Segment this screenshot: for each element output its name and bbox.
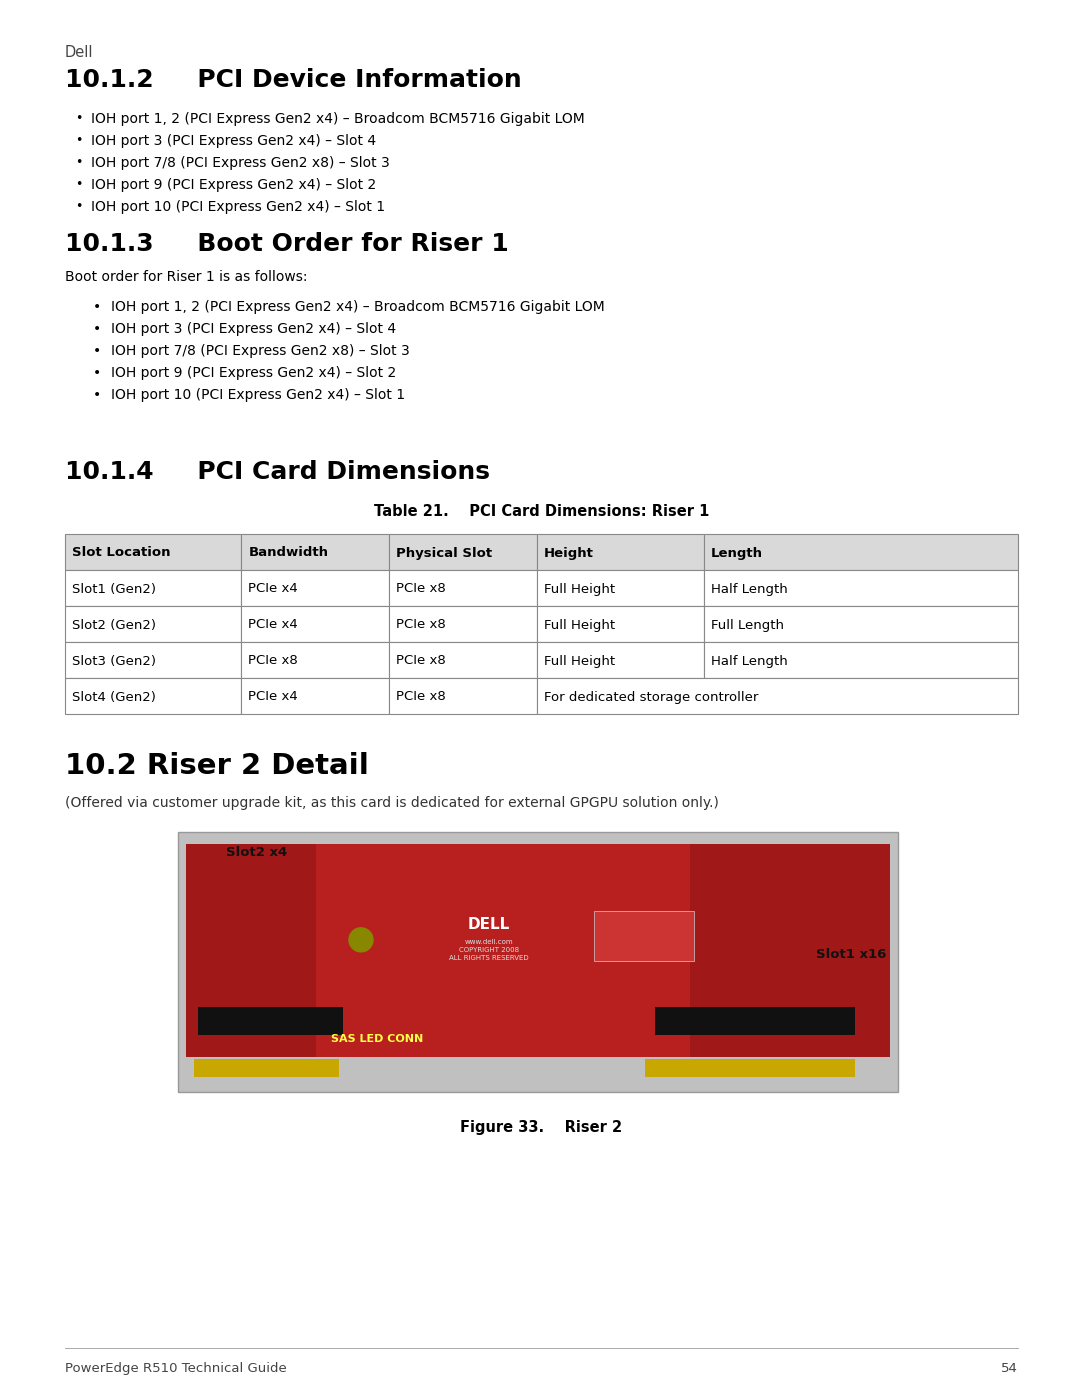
Bar <box>241 570 389 606</box>
Text: Slot Location: Slot Location <box>72 546 171 560</box>
Text: IOH port 10 (PCI Express Gen2 x4) – Slot 1: IOH port 10 (PCI Express Gen2 x4) – Slot… <box>111 388 405 402</box>
Text: IOH port 9 (PCI Express Gen2 x4) – Slot 2: IOH port 9 (PCI Express Gen2 x4) – Slot … <box>91 177 376 191</box>
Bar <box>65 534 241 570</box>
Text: Full Height: Full Height <box>543 655 615 668</box>
Text: 10.1.2     PCI Device Information: 10.1.2 PCI Device Information <box>65 68 522 92</box>
Text: Boot order for Riser 1 is as follows:: Boot order for Riser 1 is as follows: <box>65 270 308 284</box>
Text: IOH port 10 (PCI Express Gen2 x4) – Slot 1: IOH port 10 (PCI Express Gen2 x4) – Slot… <box>91 200 386 214</box>
Bar <box>194 1059 339 1077</box>
Text: www.dell.com
COPYRIGHT 2008
ALL RIGHTS RESERVED: www.dell.com COPYRIGHT 2008 ALL RIGHTS R… <box>449 939 528 961</box>
Text: Half Length: Half Length <box>711 655 787 668</box>
Text: IOH port 1, 2 (PCI Express Gen2 x4) – Broadcom BCM5716 Gigabit LOM: IOH port 1, 2 (PCI Express Gen2 x4) – Br… <box>111 300 605 314</box>
Bar <box>65 643 241 678</box>
Text: 10.1.3     Boot Order for Riser 1: 10.1.3 Boot Order for Riser 1 <box>65 232 509 256</box>
Bar <box>389 534 537 570</box>
Text: IOH port 9 (PCI Express Gen2 x4) – Slot 2: IOH port 9 (PCI Express Gen2 x4) – Slot … <box>111 366 396 380</box>
Text: DELL: DELL <box>468 918 510 932</box>
Bar <box>241 643 389 678</box>
Text: IOH port 3 (PCI Express Gen2 x4) – Slot 4: IOH port 3 (PCI Express Gen2 x4) – Slot … <box>111 321 396 337</box>
Bar <box>537 643 703 678</box>
Text: •: • <box>93 388 102 402</box>
Bar <box>241 678 389 714</box>
Bar <box>703 570 1018 606</box>
Text: Full Length: Full Length <box>711 619 783 631</box>
Bar <box>198 1007 343 1035</box>
Bar <box>241 534 389 570</box>
Text: IOH port 7/8 (PCI Express Gen2 x8) – Slot 3: IOH port 7/8 (PCI Express Gen2 x8) – Slo… <box>91 156 390 170</box>
Text: PCIe x4: PCIe x4 <box>248 583 298 595</box>
Text: SAS LED CONN: SAS LED CONN <box>330 1034 423 1044</box>
Bar <box>65 678 241 714</box>
Text: PCIe x8: PCIe x8 <box>396 690 446 704</box>
Bar <box>65 606 241 643</box>
Text: Length: Length <box>711 546 762 560</box>
Text: Slot2 (Gen2): Slot2 (Gen2) <box>72 619 156 631</box>
Text: •: • <box>75 156 82 169</box>
Bar <box>389 570 537 606</box>
Text: Slot1 (Gen2): Slot1 (Gen2) <box>72 583 156 595</box>
Text: Bandwidth: Bandwidth <box>248 546 328 560</box>
Text: IOH port 3 (PCI Express Gen2 x4) – Slot 4: IOH port 3 (PCI Express Gen2 x4) – Slot … <box>91 134 376 148</box>
Text: PCIe x8: PCIe x8 <box>396 619 446 631</box>
Bar <box>186 844 890 1058</box>
Text: Table 21.    PCI Card Dimensions: Riser 1: Table 21. PCI Card Dimensions: Riser 1 <box>374 504 710 520</box>
Text: 10.1.4     PCI Card Dimensions: 10.1.4 PCI Card Dimensions <box>65 460 490 483</box>
Text: •: • <box>93 321 102 337</box>
Bar <box>594 911 694 961</box>
Bar <box>241 606 389 643</box>
Bar <box>389 606 537 643</box>
Text: •: • <box>75 200 82 212</box>
Text: Physical Slot: Physical Slot <box>396 546 492 560</box>
Bar <box>537 606 703 643</box>
Text: PCIe x8: PCIe x8 <box>396 583 446 595</box>
Text: 10.2 Riser 2 Detail: 10.2 Riser 2 Detail <box>65 752 369 780</box>
Text: PowerEdge R510 Technical Guide: PowerEdge R510 Technical Guide <box>65 1362 287 1375</box>
Bar <box>389 678 537 714</box>
Text: PCIe x4: PCIe x4 <box>248 619 298 631</box>
Text: PCIe x4: PCIe x4 <box>248 690 298 704</box>
Text: Full Height: Full Height <box>543 583 615 595</box>
Text: PCIe x8: PCIe x8 <box>396 655 446 668</box>
Text: •: • <box>75 177 82 191</box>
Bar <box>690 844 890 1058</box>
Bar <box>537 570 703 606</box>
Text: Full Height: Full Height <box>543 619 615 631</box>
Text: 54: 54 <box>1001 1362 1018 1375</box>
Text: Slot1 x16: Slot1 x16 <box>816 949 887 961</box>
Bar <box>703 606 1018 643</box>
Text: Slot4 (Gen2): Slot4 (Gen2) <box>72 690 156 704</box>
Text: Dell: Dell <box>65 45 94 60</box>
Bar <box>703 534 1018 570</box>
Bar <box>645 1059 855 1077</box>
Text: •: • <box>93 300 102 314</box>
Text: •: • <box>75 134 82 147</box>
Text: IOH port 1, 2 (PCI Express Gen2 x4) – Broadcom BCM5716 Gigabit LOM: IOH port 1, 2 (PCI Express Gen2 x4) – Br… <box>91 112 584 126</box>
Text: •: • <box>93 366 102 380</box>
Bar <box>65 570 241 606</box>
Bar <box>537 678 1018 714</box>
Text: Height: Height <box>543 546 594 560</box>
Text: Half Length: Half Length <box>711 583 787 595</box>
Circle shape <box>349 928 373 951</box>
Text: For dedicated storage controller: For dedicated storage controller <box>543 690 758 704</box>
Text: Slot2 x4: Slot2 x4 <box>226 847 287 859</box>
Bar <box>703 643 1018 678</box>
Bar <box>654 1007 855 1035</box>
Bar <box>537 534 703 570</box>
Bar <box>389 643 537 678</box>
Text: Figure 33.    Riser 2: Figure 33. Riser 2 <box>460 1120 622 1134</box>
Text: •: • <box>75 112 82 124</box>
Text: •: • <box>93 344 102 358</box>
Bar <box>186 844 316 1058</box>
Text: (Offered via customer upgrade kit, as this card is dedicated for external GPGPU : (Offered via customer upgrade kit, as th… <box>65 796 719 810</box>
Bar <box>178 833 897 1092</box>
Text: PCIe x8: PCIe x8 <box>248 655 298 668</box>
Text: IOH port 7/8 (PCI Express Gen2 x8) – Slot 3: IOH port 7/8 (PCI Express Gen2 x8) – Slo… <box>111 344 409 358</box>
Text: Slot3 (Gen2): Slot3 (Gen2) <box>72 655 156 668</box>
